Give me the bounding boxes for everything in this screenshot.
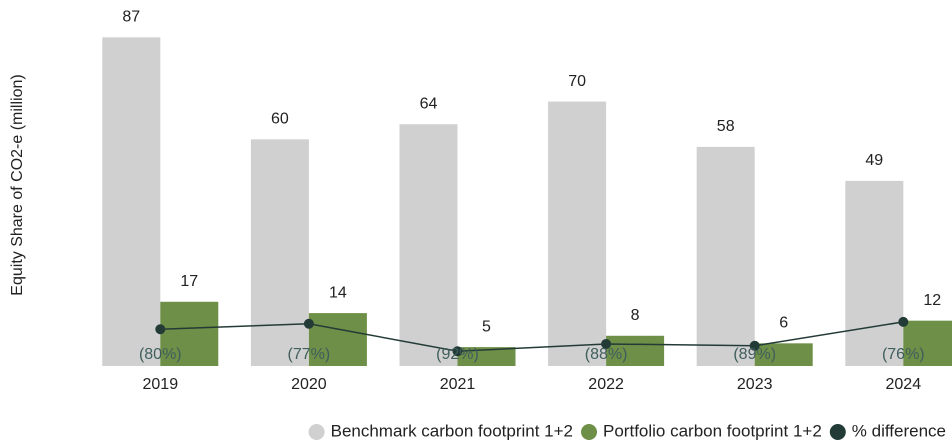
bar (399, 124, 458, 366)
line-point (898, 316, 909, 327)
line-value-label: (92%) (436, 346, 479, 363)
x-tick-label: 2024 (886, 376, 922, 393)
legend-swatch (829, 424, 846, 440)
bar (160, 301, 219, 366)
bar (250, 139, 309, 366)
value-label: 60 (271, 111, 289, 128)
bar (754, 343, 813, 366)
value-label: 49 (865, 152, 883, 169)
y-axis-label: Equity Share of CO2-e (million) (9, 74, 26, 295)
bar (102, 37, 161, 366)
x-tick-label: 2023 (737, 376, 773, 393)
bar (696, 146, 755, 366)
value-label: 8 (631, 307, 640, 324)
legend-label: Portfolio carbon footprint 1+2 (603, 421, 822, 440)
value-label: 6 (779, 315, 788, 332)
line (160, 321, 904, 353)
legend-label: Benchmark carbon footprint 1+2 (331, 421, 573, 440)
value-label: 87 (122, 9, 140, 26)
value-label: 64 (420, 95, 438, 112)
bar (308, 313, 367, 366)
x-tick-label: 2022 (588, 376, 624, 393)
bar (457, 347, 516, 366)
line-point (155, 324, 166, 335)
line-value-label: (77%) (288, 346, 331, 363)
legend-swatch (308, 424, 325, 440)
line-point (749, 340, 760, 351)
bar (903, 320, 952, 366)
line-value-label: (80%) (139, 346, 182, 363)
line-value-label: (76%) (882, 346, 925, 363)
legend-swatch (581, 424, 598, 440)
value-label: 17 (180, 273, 198, 290)
line-value-label: (89%) (733, 346, 776, 363)
bar (845, 180, 904, 366)
value-label: 70 (568, 73, 586, 90)
line-point (601, 338, 612, 349)
x-tick-label: 2020 (291, 376, 327, 393)
line-value-label: (88%) (585, 346, 628, 363)
bar (548, 101, 607, 367)
line-point (452, 346, 463, 357)
value-label: 14 (329, 284, 347, 301)
value-label: 58 (717, 118, 735, 135)
x-tick-label: 2021 (440, 376, 476, 393)
legend-label: % difference (852, 421, 946, 440)
bar (606, 335, 665, 366)
value-label: 5 (482, 318, 491, 335)
x-tick-label: 2019 (143, 376, 179, 393)
value-label: 12 (923, 292, 941, 309)
line-point (303, 318, 314, 329)
